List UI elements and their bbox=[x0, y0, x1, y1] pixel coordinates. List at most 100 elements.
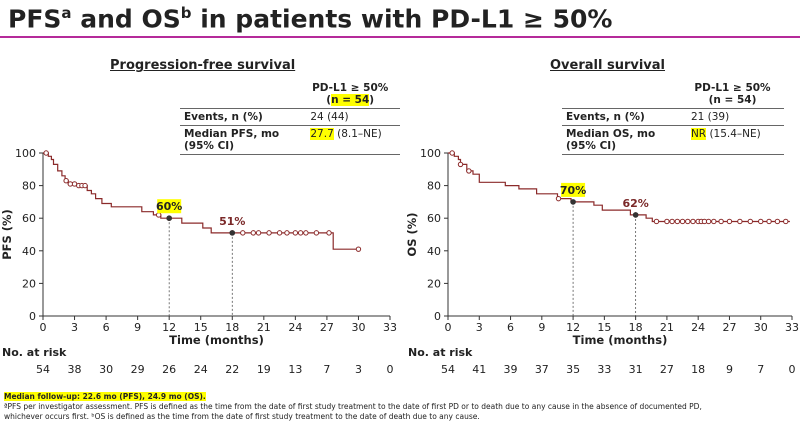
pfs-censor-mark bbox=[82, 182, 88, 189]
page-title: PFSa and OSb in patients with PD-L1 ≥ 50… bbox=[8, 4, 612, 33]
pfs-at-risk-value: 22 bbox=[225, 363, 239, 376]
os-chart: 0 20 40 60 80 100 0 3 6 9 12 15 18 21 24 27 30 33 Time (mo… bbox=[405, 147, 799, 376]
pfs-censor-mark bbox=[240, 230, 246, 236]
os-header-n: (n = 54) bbox=[708, 94, 757, 106]
os-x-tick-label: 15 bbox=[597, 321, 611, 334]
pfs-header-n: n = 54 bbox=[331, 94, 370, 106]
os-landmark-point bbox=[570, 199, 576, 205]
pfs-censor-mark bbox=[292, 230, 299, 236]
os-censor-mark bbox=[726, 218, 733, 225]
pfs-at-risk-value: 30 bbox=[99, 363, 113, 376]
os-censor-mark bbox=[466, 168, 472, 174]
title-os: OS bbox=[141, 4, 181, 34]
pfs-censor-mark bbox=[303, 230, 309, 236]
os-x-tick-label: 30 bbox=[754, 321, 768, 334]
pfs-censor-mark bbox=[284, 230, 290, 236]
pfs-censor-mark bbox=[255, 230, 262, 236]
pfs-at-risk-value: 3 bbox=[355, 363, 362, 376]
os-censor-mark bbox=[457, 161, 464, 168]
os-at-risk-value: 54 bbox=[441, 363, 455, 376]
pfs-x-tick-label: 24 bbox=[288, 321, 302, 334]
pfs-censor-mark bbox=[326, 230, 332, 236]
pfs-header-line1: PD-L1 ≥ 50% bbox=[312, 82, 389, 94]
pfs-km-curve bbox=[43, 152, 359, 250]
pfs-events-value: 24 (44) bbox=[300, 108, 400, 126]
pfs-x-tick-label: 6 bbox=[103, 321, 110, 334]
pfs-x-tick-label: 12 bbox=[162, 321, 176, 334]
pfs-y-tick-label: 60 bbox=[22, 212, 36, 225]
pfs-censor-mark bbox=[155, 212, 162, 218]
pfs-x-axis-label: Time (months) bbox=[169, 333, 264, 347]
os-x-tick-label: 21 bbox=[660, 321, 674, 334]
pfs-y-tick-label: 40 bbox=[22, 245, 36, 258]
os-header-line1: PD-L1 ≥ 50% bbox=[694, 82, 771, 94]
pfs-header-open: ( bbox=[326, 94, 332, 106]
pfs-x-tick-label: 30 bbox=[351, 321, 365, 334]
os-censor-mark bbox=[737, 218, 743, 225]
pfs-x-tick-label: 18 bbox=[225, 321, 239, 334]
os-y-tick-label: 80 bbox=[427, 180, 441, 193]
os-y-tick-label: 40 bbox=[427, 245, 441, 258]
os-censor-mark bbox=[555, 195, 562, 202]
os-censor-mark bbox=[758, 218, 764, 225]
pfs-y-axis-label: PFS (%) bbox=[0, 209, 14, 260]
pfs-landmark-highlight bbox=[157, 199, 182, 214]
title-os-superscript: b bbox=[180, 4, 192, 22]
os-at-risk-value: 33 bbox=[597, 363, 611, 376]
os-events-value: 21 (39) bbox=[680, 108, 784, 126]
footnotes: Median follow-up: 22.6 mo (PFS), 24.9 mo… bbox=[4, 392, 794, 422]
os-x-tick-label: 12 bbox=[566, 321, 580, 334]
pfs-at-risk-value: 0 bbox=[387, 363, 394, 376]
pfs-x-tick-label: 0 bbox=[40, 321, 47, 334]
os-km-curve bbox=[448, 152, 790, 223]
os-censor-mark bbox=[783, 218, 789, 225]
os-x-tick-label: 27 bbox=[722, 321, 736, 334]
pfs-at-risk-value: 7 bbox=[323, 363, 330, 376]
os-censor-mark bbox=[679, 218, 686, 225]
pfs-panel-title: Progression-free survival bbox=[110, 58, 296, 73]
os-censor-mark bbox=[674, 218, 681, 225]
os-censor-mark bbox=[766, 218, 772, 225]
pfs-y-tick-label: 80 bbox=[22, 180, 36, 193]
os-stats-table: PD-L1 ≥ 50% (n = 54) Events, n (%) 21 (39)… bbox=[562, 80, 784, 155]
os-at-risk-value: 18 bbox=[691, 363, 705, 376]
pfs-landmark-label: 51% bbox=[219, 215, 245, 228]
pfs-landmark-point bbox=[166, 215, 172, 221]
pfs-x-tick-label: 9 bbox=[134, 321, 141, 334]
os-at-risk-value: 37 bbox=[535, 363, 549, 376]
title-and: and bbox=[71, 4, 142, 34]
os-risk-label: No. at risk bbox=[408, 346, 473, 359]
pfs-landmark-point bbox=[229, 230, 236, 236]
os-censor-mark bbox=[690, 218, 696, 225]
os-censor-mark bbox=[774, 218, 781, 225]
pfs-stats-table: PD-L1 ≥ 50% (n = 54) Events, n (%) 24 (44)… bbox=[180, 80, 400, 155]
pfs-censor-mark bbox=[63, 178, 69, 184]
os-censor-mark bbox=[747, 218, 754, 225]
os-at-risk-value: 35 bbox=[566, 363, 580, 376]
os-censor-mark bbox=[685, 218, 691, 225]
os-x-tick-label: 0 bbox=[445, 321, 452, 334]
os-y-tick-label: 20 bbox=[427, 277, 441, 290]
os-at-risk-value: 39 bbox=[504, 363, 518, 376]
os-y-tick-label: 60 bbox=[427, 212, 441, 225]
pfs-y-tick-label: 0 bbox=[29, 310, 36, 323]
pfs-censor-mark bbox=[266, 230, 272, 236]
os-censor-mark bbox=[718, 218, 724, 225]
os-y-tick-label: 0 bbox=[434, 310, 441, 323]
pfs-at-risk-value: 24 bbox=[194, 363, 208, 376]
os-landmark-highlight bbox=[561, 182, 586, 197]
pfs-x-tick-label: 3 bbox=[71, 321, 78, 334]
os-censor-mark bbox=[711, 218, 717, 225]
title-rest: in patients with PD-L1 ≥ 50% bbox=[191, 4, 613, 34]
pfs-median-value: 27.7 bbox=[310, 128, 334, 140]
os-censor-mark bbox=[449, 150, 455, 156]
pfs-at-risk-value: 38 bbox=[68, 363, 82, 376]
os-y-axis-label: OS (%) bbox=[405, 212, 419, 256]
pfs-at-risk-value: 13 bbox=[288, 363, 302, 376]
pfs-censor-mark bbox=[355, 246, 362, 252]
os-x-tick-label: 3 bbox=[476, 321, 483, 334]
os-at-risk-value: 41 bbox=[472, 363, 486, 376]
title-divider bbox=[0, 36, 800, 38]
